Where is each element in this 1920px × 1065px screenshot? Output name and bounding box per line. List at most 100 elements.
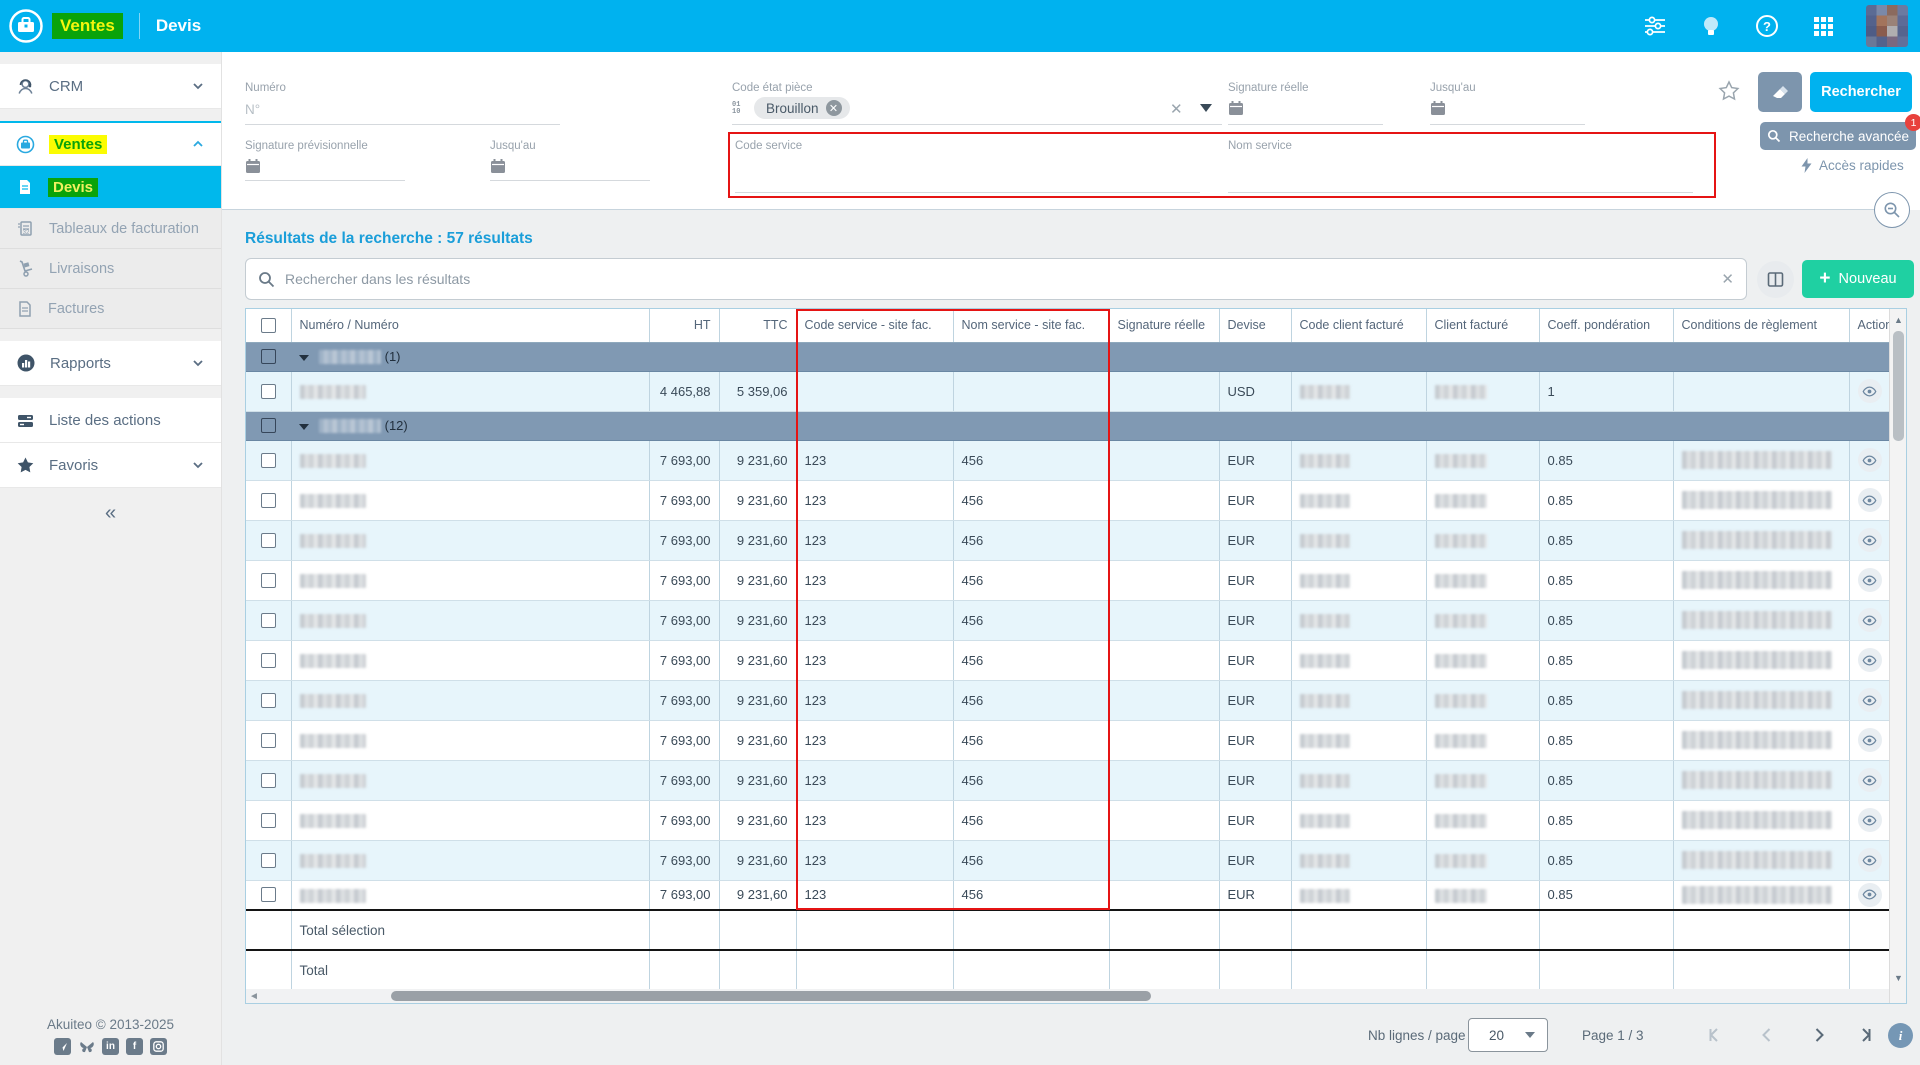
chip-remove-icon[interactable]: ✕ xyxy=(826,100,842,116)
lightbulb-icon[interactable] xyxy=(1698,13,1724,39)
last-page-button[interactable] xyxy=(1854,1023,1878,1047)
apps-grid-icon[interactable] xyxy=(1810,13,1836,39)
calendar-icon[interactable] xyxy=(1228,100,1244,116)
sidebar-item-factures[interactable]: Factures xyxy=(0,289,221,329)
quick-access-link[interactable]: Accès rapides xyxy=(1800,158,1904,173)
table-row[interactable]: 7 693,009 231,60123456EUR0.85 xyxy=(246,640,1889,680)
first-page-button[interactable] xyxy=(1704,1023,1728,1047)
table-row[interactable]: 7 693,009 231,60123456EUR0.85 xyxy=(246,680,1889,720)
code-service-input[interactable] xyxy=(735,192,1200,193)
nom-service-input[interactable] xyxy=(1228,192,1693,193)
row-checkbox[interactable] xyxy=(261,813,276,828)
row-select-cell[interactable] xyxy=(246,840,291,880)
actions-cell[interactable] xyxy=(1849,371,1889,411)
view-row-button[interactable] xyxy=(1858,528,1882,552)
search-button[interactable]: Rechercher xyxy=(1810,72,1912,112)
column-header-coeff[interactable]: Coeff. pondération xyxy=(1539,309,1673,342)
scroll-left-arrow-icon[interactable]: ◄ xyxy=(246,991,262,1002)
row-checkbox[interactable] xyxy=(261,853,276,868)
column-header-ht[interactable]: HT xyxy=(649,309,719,342)
actions-cell[interactable] xyxy=(1849,800,1889,840)
collapse-group-icon[interactable] xyxy=(299,424,309,430)
row-select-cell[interactable] xyxy=(246,440,291,480)
row-select-cell[interactable] xyxy=(246,520,291,560)
horizontal-scrollbar[interactable]: ◄ xyxy=(246,989,1891,1003)
column-header-code-client[interactable]: Code client facturé xyxy=(1291,309,1426,342)
table-row[interactable]: 7 693,009 231,60123456EUR0.85 xyxy=(246,880,1889,910)
previous-page-button[interactable] xyxy=(1756,1023,1780,1047)
select-all-checkbox[interactable] xyxy=(261,318,276,333)
row-checkbox[interactable] xyxy=(261,773,276,788)
row-select-cell[interactable] xyxy=(246,720,291,760)
row-checkbox[interactable] xyxy=(261,493,276,508)
group-checkbox[interactable] xyxy=(261,418,276,433)
actions-cell[interactable] xyxy=(1849,680,1889,720)
view-row-button[interactable] xyxy=(1858,768,1882,792)
view-row-button[interactable] xyxy=(1858,728,1882,752)
column-header-signature-reelle[interactable]: Signature réelle xyxy=(1109,309,1219,342)
actions-cell[interactable] xyxy=(1849,880,1889,910)
settings-sliders-icon[interactable] xyxy=(1642,13,1668,39)
group-header-row[interactable]: (1) xyxy=(246,342,1889,371)
row-checkbox[interactable] xyxy=(261,653,276,668)
facebook-icon[interactable]: f xyxy=(126,1038,143,1055)
sidebar-item-tableaux-facturation[interactable]: 32 Tableaux de facturation xyxy=(0,209,221,249)
column-header-code-service[interactable]: Code service - site fac. xyxy=(796,309,953,342)
column-header-nom-service[interactable]: Nom service - site fac. xyxy=(953,309,1109,342)
view-row-button[interactable] xyxy=(1858,488,1882,512)
actions-cell[interactable] xyxy=(1849,720,1889,760)
row-checkbox[interactable] xyxy=(261,733,276,748)
butterfly-social-icon[interactable] xyxy=(78,1038,95,1055)
row-checkbox[interactable] xyxy=(261,613,276,628)
avatar[interactable] xyxy=(1866,5,1908,47)
sidebar-collapse-button[interactable]: « xyxy=(0,488,221,539)
column-settings-button[interactable] xyxy=(1757,261,1794,298)
column-header-ttc[interactable]: TTC xyxy=(719,309,796,342)
row-select-cell[interactable] xyxy=(246,680,291,720)
group-select-cell[interactable] xyxy=(246,411,291,440)
row-checkbox[interactable] xyxy=(261,453,276,468)
table-row[interactable]: 4 465,885 359,06USD1 xyxy=(246,371,1889,411)
row-checkbox[interactable] xyxy=(261,533,276,548)
sidebar-item-devis[interactable]: Devis xyxy=(0,166,221,209)
akuiteo-logo[interactable] xyxy=(0,8,52,44)
group-name-cell[interactable]: (1) xyxy=(291,342,1889,371)
chip-brouillon[interactable]: Brouillon ✕ xyxy=(754,97,850,119)
results-search-input[interactable] xyxy=(285,271,1711,287)
row-select-cell[interactable] xyxy=(246,640,291,680)
new-button[interactable]: + Nouveau xyxy=(1802,260,1914,298)
help-icon[interactable]: ? xyxy=(1754,13,1780,39)
view-row-button[interactable] xyxy=(1858,883,1882,907)
clear-filters-button[interactable] xyxy=(1758,72,1802,112)
numero-input[interactable]: N° xyxy=(245,102,260,117)
table-row[interactable]: 7 693,009 231,60123456EUR0.85 xyxy=(246,560,1889,600)
actions-cell[interactable] xyxy=(1849,480,1889,520)
view-row-button[interactable] xyxy=(1858,808,1882,832)
actions-cell[interactable] xyxy=(1849,640,1889,680)
sidebar-item-rapports[interactable]: Rapports xyxy=(0,341,221,386)
row-select-cell[interactable] xyxy=(246,560,291,600)
collapse-group-icon[interactable] xyxy=(299,355,309,361)
sidebar-item-favoris[interactable]: Favoris xyxy=(0,443,221,488)
group-name-cell[interactable]: (12) xyxy=(291,411,1889,440)
view-row-button[interactable] xyxy=(1858,688,1882,712)
linkedin-icon[interactable]: in xyxy=(102,1038,119,1055)
sidebar-item-livraisons[interactable]: Livraisons xyxy=(0,249,221,289)
zoom-out-button[interactable] xyxy=(1874,192,1910,228)
row-select-cell[interactable] xyxy=(246,760,291,800)
calendar-icon[interactable] xyxy=(245,158,261,174)
horizontal-scroll-thumb[interactable] xyxy=(391,991,1151,1001)
header-select-all[interactable] xyxy=(246,309,291,342)
info-button[interactable]: i xyxy=(1888,1023,1913,1048)
instagram-icon[interactable] xyxy=(150,1038,167,1055)
table-row[interactable]: 7 693,009 231,60123456EUR0.85 xyxy=(246,480,1889,520)
group-checkbox[interactable] xyxy=(261,349,276,364)
actions-cell[interactable] xyxy=(1849,440,1889,480)
table-row[interactable]: 7 693,009 231,60123456EUR0.85 xyxy=(246,600,1889,640)
favorite-search-star-icon[interactable] xyxy=(1718,80,1740,102)
view-row-button[interactable] xyxy=(1858,448,1882,472)
column-header-client[interactable]: Client facturé xyxy=(1426,309,1539,342)
group-select-cell[interactable] xyxy=(246,342,291,371)
view-row-button[interactable] xyxy=(1858,379,1882,403)
row-select-cell[interactable] xyxy=(246,480,291,520)
